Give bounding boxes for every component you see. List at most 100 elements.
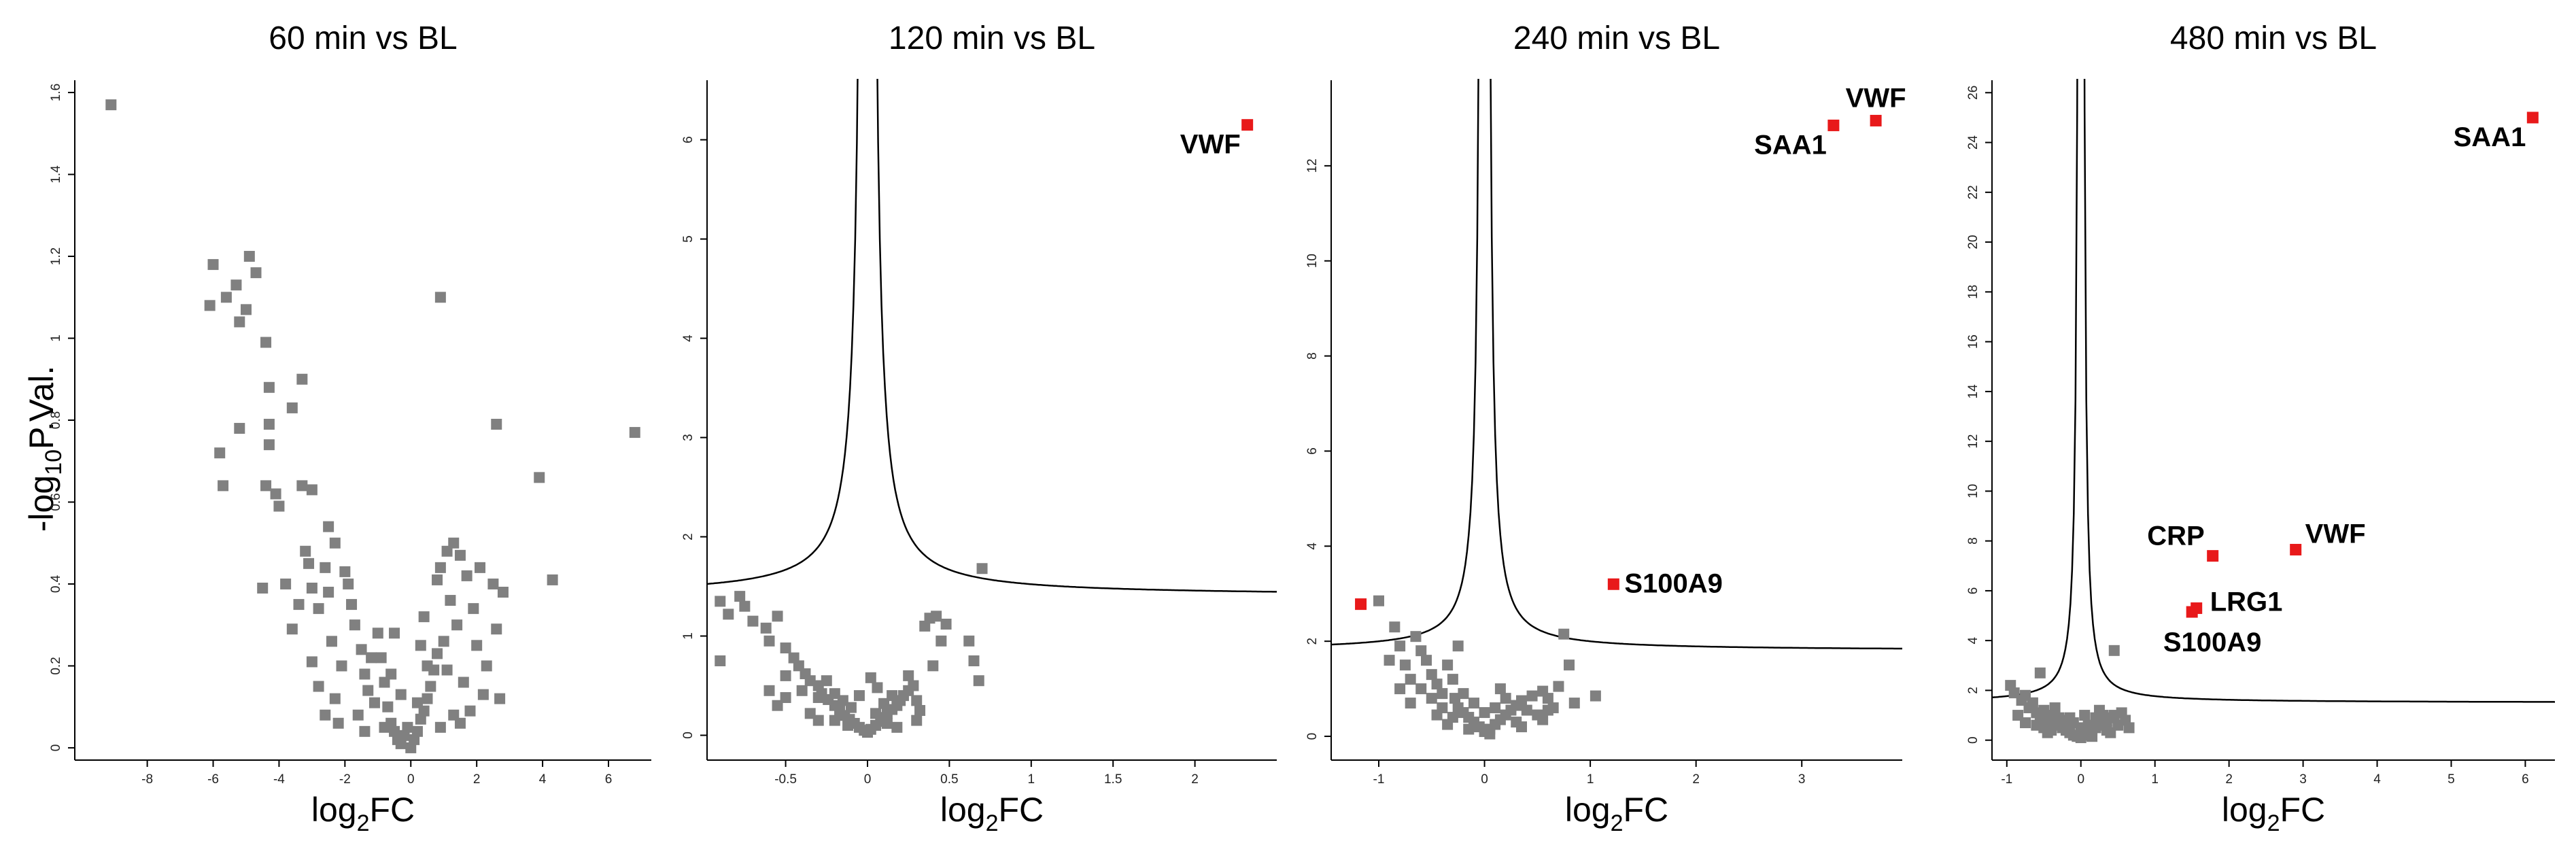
- data-point: [1537, 714, 1549, 725]
- data-point: [1421, 655, 1432, 666]
- data-point: [927, 660, 939, 672]
- x-tick-label: -2: [339, 772, 351, 787]
- data-point: [395, 738, 407, 749]
- data-point: [2027, 697, 2038, 708]
- data-point: [346, 599, 358, 611]
- data-point: [343, 578, 354, 589]
- data-point: [454, 717, 466, 729]
- x-axis-title: log2FC: [2222, 791, 2325, 836]
- data-point: [845, 702, 857, 713]
- data-point: [935, 635, 947, 647]
- data-point: [306, 656, 317, 668]
- data-point: [475, 562, 486, 573]
- x-tick-label: 0: [864, 772, 872, 787]
- y-tick-label: 0.2: [49, 657, 63, 674]
- x-tick-label: -4: [273, 772, 285, 787]
- data-point: [1437, 688, 1448, 700]
- data-point: [422, 693, 433, 704]
- data-point: [829, 715, 840, 726]
- y-tick-label: 1.6: [49, 84, 63, 101]
- data-point: [629, 427, 640, 439]
- data-point: [2086, 731, 2098, 742]
- data-point: [359, 725, 371, 737]
- data-point: [2101, 725, 2112, 736]
- significant-point: [1355, 598, 1367, 611]
- data-point: [432, 574, 443, 585]
- data-point: [306, 484, 317, 496]
- data-point: [1394, 640, 1406, 652]
- data-point: [422, 660, 433, 672]
- data-point: [405, 742, 417, 753]
- x-tick-label: -6: [207, 772, 219, 787]
- data-point: [415, 640, 426, 651]
- gene-label: SAA1: [2454, 122, 2526, 152]
- data-point: [332, 717, 344, 729]
- data-point: [1500, 693, 1511, 704]
- significant-point: [1241, 119, 1254, 131]
- data-point: [812, 715, 824, 726]
- data-point: [280, 578, 292, 589]
- data-point: [715, 596, 726, 607]
- data-point: [734, 591, 746, 602]
- data-point: [395, 689, 407, 700]
- data-point: [1469, 698, 1479, 709]
- data-point: [2034, 667, 2046, 679]
- data-point: [1479, 707, 1490, 719]
- y-tick-label: 6: [681, 136, 695, 143]
- data-point: [865, 672, 876, 683]
- data-point: [1431, 709, 1443, 721]
- data-point: [389, 725, 400, 737]
- y-tick-label: 5: [681, 235, 695, 243]
- data-point: [968, 655, 980, 667]
- panel-title: 60 min vs BL: [269, 20, 457, 56]
- y-tick-label: 4: [681, 334, 695, 342]
- data-point: [853, 690, 865, 702]
- data-point: [234, 316, 245, 328]
- data-point: [398, 730, 410, 741]
- data-point: [372, 628, 383, 639]
- data-point: [487, 578, 499, 589]
- data-point: [454, 549, 466, 561]
- data-point: [1415, 683, 1427, 695]
- data-point: [263, 439, 275, 451]
- data-point: [491, 419, 502, 430]
- y-tick-label: 0.8: [49, 411, 63, 429]
- data-point: [379, 676, 390, 688]
- gene-label: LRG1: [2210, 587, 2283, 617]
- y-tick-label: 2: [1305, 638, 1320, 645]
- significant-point: [2290, 543, 2302, 555]
- x-tick-label: -1: [1373, 772, 1385, 787]
- x-tick-label: 4: [539, 772, 547, 787]
- data-point: [451, 619, 463, 631]
- data-point: [418, 705, 430, 717]
- data-point: [481, 660, 492, 672]
- y-tick-label: 1.2: [49, 247, 63, 265]
- gene-label: S100A9: [1624, 568, 1723, 598]
- data-point: [821, 675, 832, 687]
- data-point: [931, 611, 942, 622]
- data-point: [534, 472, 545, 483]
- threshold-curve-left: [707, 79, 859, 585]
- data-point: [780, 670, 791, 681]
- y-axis-title: -log10P.Val.: [22, 366, 67, 532]
- data-point: [303, 557, 315, 569]
- data-point: [240, 304, 252, 315]
- data-point: [263, 419, 275, 430]
- data-point: [1394, 683, 1406, 695]
- y-tick-label: 6: [1305, 447, 1320, 455]
- x-tick-label: 1: [1028, 772, 1035, 787]
- data-point: [313, 603, 324, 615]
- data-point: [796, 685, 808, 696]
- data-point: [1516, 721, 1527, 733]
- data-point: [2020, 717, 2031, 729]
- x-tick-label: 0: [2077, 772, 2084, 787]
- data-point: [448, 537, 460, 549]
- data-point: [359, 668, 371, 680]
- data-point: [1521, 704, 1532, 716]
- gene-label: SAA1: [1754, 130, 1827, 160]
- data-point: [306, 582, 317, 594]
- significant-point: [1607, 578, 1619, 590]
- y-tick-label: 0.4: [49, 574, 63, 593]
- x-tick-label: 4: [2373, 772, 2381, 787]
